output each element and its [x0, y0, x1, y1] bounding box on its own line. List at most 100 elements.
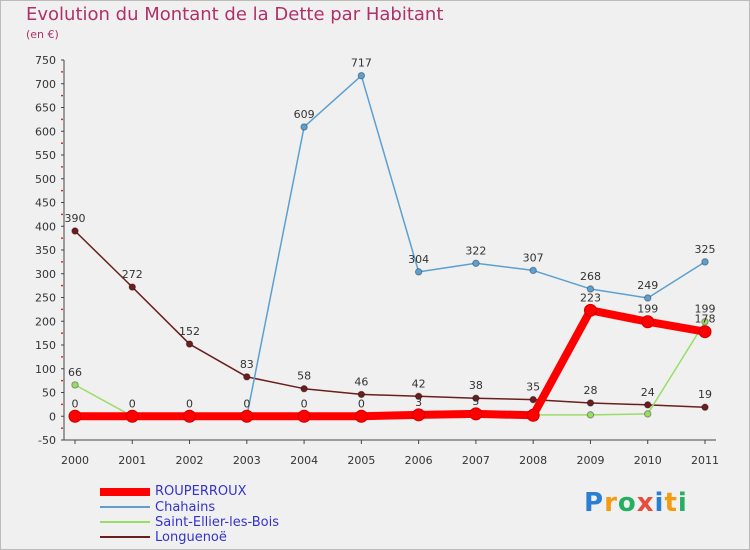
data-point — [300, 123, 308, 131]
y-minor-tick — [61, 165, 63, 168]
y-tick-label: 400 — [35, 220, 56, 233]
x-tick-label: 2010 — [634, 454, 662, 467]
series-line-longueno- — [74, 230, 706, 408]
y-minor-tick — [61, 355, 63, 358]
logo-letter: t — [664, 488, 678, 518]
x-tick-label: 2001 — [118, 454, 146, 467]
data-label: 24 — [641, 386, 655, 399]
data-label: 609 — [294, 108, 315, 121]
data-point — [128, 283, 136, 291]
x-tick-label: 2004 — [290, 454, 318, 467]
data-point — [701, 318, 709, 326]
data-point — [472, 394, 480, 402]
data-label: 0 — [358, 397, 365, 410]
y-tick-label: 100 — [35, 363, 56, 376]
legend-label-chahains: Chahains — [155, 500, 216, 515]
data-label: 178 — [695, 313, 716, 326]
data-label: 46 — [354, 375, 368, 388]
series-line-rouperroux — [71, 306, 709, 421]
data-point — [185, 340, 194, 348]
y-minor-tick — [61, 70, 63, 73]
legend-item-rouperroux: ROUPERROUX — [100, 484, 360, 499]
data-label: 0 — [129, 397, 136, 410]
data-label: 66 — [68, 366, 82, 379]
data-label: 28 — [583, 384, 597, 397]
data-label: 268 — [580, 270, 601, 283]
y-minor-tick — [61, 403, 63, 406]
data-point — [698, 325, 712, 339]
y-minor-tick — [61, 189, 63, 192]
data-point — [586, 399, 595, 407]
y-tick-label: 250 — [35, 292, 56, 305]
chart-title: Evolution du Montant de la Dette par Hab… — [26, 4, 444, 25]
data-point — [644, 294, 652, 302]
legend-item-saint-ellier: Saint-Ellier-les-Bois — [100, 515, 360, 530]
data-point — [414, 268, 423, 276]
data-label: 0 — [72, 397, 79, 410]
data-point — [586, 285, 595, 293]
chart-subtitle: (en €) — [26, 28, 59, 41]
data-label: 307 — [523, 251, 544, 264]
data-label: 717 — [351, 57, 372, 70]
series-line-chahains — [74, 74, 706, 417]
x-tick-label: 2011 — [691, 454, 719, 467]
data-label: 35 — [526, 381, 540, 394]
data-point — [644, 401, 652, 409]
data-label: 304 — [408, 253, 429, 266]
data-point — [357, 390, 366, 399]
data-point — [240, 409, 254, 423]
data-point — [125, 409, 139, 423]
legend-item-longuenoe: Longuenoë — [100, 530, 360, 545]
legend-swatch-rouperroux — [100, 488, 150, 496]
x-tick-label: 2008 — [519, 454, 547, 467]
data-point — [472, 259, 480, 267]
data-point — [529, 266, 537, 275]
data-label: 38 — [469, 379, 483, 392]
data-point — [644, 410, 652, 418]
y-minor-tick — [61, 308, 63, 311]
data-label: 19 — [698, 388, 712, 401]
data-label: 199 — [695, 303, 716, 316]
y-minor-tick — [61, 427, 63, 430]
legend-swatch-saint-ellier — [100, 521, 150, 523]
x-tick-label: 2007 — [462, 454, 490, 467]
data-label: 272 — [122, 268, 143, 281]
y-minor-tick — [61, 213, 63, 216]
y-minor-tick — [61, 142, 63, 145]
y-minor-tick — [61, 284, 63, 287]
data-label: 223 — [580, 291, 601, 304]
data-point — [297, 409, 311, 423]
data-point — [71, 381, 79, 389]
data-label: 0 — [301, 397, 308, 410]
data-label: 3 — [415, 396, 422, 409]
data-label: 152 — [179, 325, 200, 338]
y-tick-label: 500 — [35, 173, 56, 186]
data-label: 5 — [472, 395, 479, 408]
data-point — [641, 315, 655, 329]
y-tick-label: 350 — [35, 244, 56, 257]
legend-swatch-longuenoe — [100, 536, 150, 538]
y-tick-label: 450 — [35, 197, 56, 210]
data-label: 42 — [412, 377, 426, 390]
y-minor-tick — [61, 94, 63, 97]
data-point — [526, 408, 540, 422]
data-label: 0 — [243, 397, 250, 410]
data-label: 249 — [637, 279, 658, 292]
data-label: 58 — [297, 370, 311, 383]
data-label: 390 — [65, 212, 86, 225]
y-tick-label: 550 — [35, 149, 56, 162]
data-point — [354, 409, 368, 423]
logo-letter: x — [636, 488, 655, 518]
y-minor-tick — [61, 118, 63, 121]
data-label: 322 — [465, 244, 486, 257]
y-tick-label: 150 — [35, 339, 56, 352]
y-minor-tick — [61, 379, 63, 382]
x-tick-label: 2005 — [347, 454, 375, 467]
series-line-saint-ellier-les-bois — [74, 320, 706, 417]
data-point — [583, 303, 597, 317]
y-tick-label: 200 — [35, 315, 56, 328]
x-tick-label: 2009 — [576, 454, 604, 467]
proxiti-logo: Proxiti — [584, 488, 688, 518]
